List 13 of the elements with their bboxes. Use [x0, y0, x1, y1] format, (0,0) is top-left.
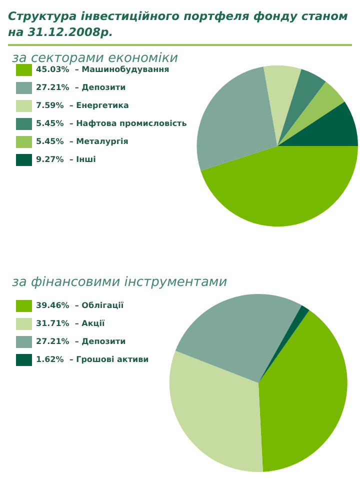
legend-label: 31.71% – Акції	[36, 319, 105, 328]
legend-label: 1.62% – Грошові активи	[36, 355, 149, 364]
legend-label: 5.45% – Нафтова промисловість	[36, 119, 187, 128]
legend-label: 5.45% – Металургія	[36, 137, 128, 146]
legend-label: 27.21% – Депозити	[36, 337, 126, 346]
legend-label: 45.03% – Машинобудування	[36, 65, 170, 74]
legend-label: 27.21% – Депозити	[36, 83, 126, 92]
legend-label: 9.27% – Інші	[36, 155, 96, 164]
legend-label: 7.59% – Енергетика	[36, 101, 129, 110]
chart-title: Структура інвестиційного портфеля фонду станом на 31.12.2008р.	[8, 8, 352, 46]
legend-label: 39.46% – Облігації	[36, 301, 124, 310]
chart-subtitle: за секторами економіки	[12, 50, 180, 66]
chart-subtitle: за фінансовими інструментами	[12, 274, 228, 292]
